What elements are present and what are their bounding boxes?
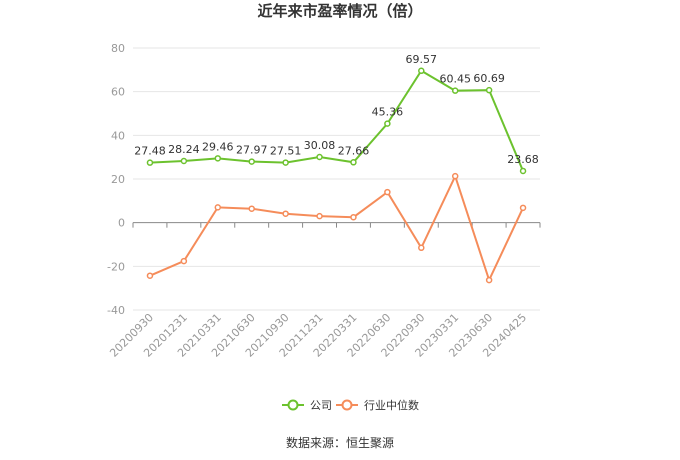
y-tick-label: 0 bbox=[118, 217, 125, 230]
data-point bbox=[316, 153, 323, 161]
legend[interactable]: 公司 行业中位数 bbox=[282, 398, 419, 412]
y-tick-label: -40 bbox=[107, 304, 125, 317]
data-point bbox=[485, 276, 493, 284]
data-label: 27.48 bbox=[134, 145, 166, 158]
data-label: 30.08 bbox=[304, 139, 336, 152]
legend-item-0[interactable]: 公司 bbox=[282, 399, 332, 412]
series-line-0 bbox=[149, 69, 524, 172]
data-point bbox=[214, 204, 222, 211]
data-point bbox=[451, 87, 459, 94]
data-point bbox=[282, 159, 289, 166]
data-source: 数据来源：恒生聚源 bbox=[286, 435, 394, 450]
y-tick-label: 20 bbox=[111, 173, 125, 186]
data-point bbox=[214, 155, 222, 162]
legend-label: 行业中位数 bbox=[364, 398, 419, 412]
data-point bbox=[350, 213, 357, 221]
data-label: 69.57 bbox=[406, 53, 438, 66]
data-point bbox=[180, 257, 188, 265]
data-point bbox=[146, 159, 154, 166]
legend-item-1[interactable]: 行业中位数 bbox=[336, 398, 419, 412]
data-point bbox=[451, 172, 459, 180]
data-point bbox=[350, 159, 357, 166]
data-label: 27.66 bbox=[338, 144, 370, 157]
data-point bbox=[282, 210, 289, 217]
data-label: 45.36 bbox=[372, 106, 404, 119]
y-tick-label: 80 bbox=[111, 42, 125, 55]
data-point bbox=[384, 188, 391, 196]
data-point bbox=[485, 86, 493, 94]
data-label: 60.69 bbox=[473, 72, 505, 85]
legend-label: 公司 bbox=[310, 399, 332, 412]
data-point bbox=[248, 205, 255, 212]
data-label: 60.45 bbox=[439, 73, 471, 86]
data-point bbox=[418, 67, 425, 75]
series-lines bbox=[146, 67, 527, 284]
data-label: 28.24 bbox=[168, 143, 200, 156]
data-labels: 27.48 28.24 29.46 27.97 27.51 30.08 27.66 45.36… bbox=[134, 53, 539, 166]
data-point bbox=[180, 157, 188, 165]
data-label: 27.51 bbox=[270, 145, 302, 158]
data-label: 23.68 bbox=[507, 153, 539, 166]
y-tick-label: 40 bbox=[111, 129, 125, 142]
data-point bbox=[248, 158, 255, 165]
data-point bbox=[519, 204, 527, 212]
legend-swatch-marker bbox=[287, 399, 299, 411]
data-label: 29.46 bbox=[202, 140, 234, 153]
series-line-1 bbox=[149, 173, 524, 283]
legend-swatch-marker bbox=[341, 399, 353, 411]
y-tick-label: 60 bbox=[111, 86, 125, 99]
data-label: 27.97 bbox=[236, 144, 268, 157]
data-point bbox=[519, 167, 527, 175]
grid-lines bbox=[133, 47, 540, 311]
y-tick-label: -20 bbox=[107, 260, 125, 273]
data-point bbox=[384, 120, 391, 127]
chart-title: 近年来市盈率情况（倍） bbox=[257, 2, 422, 20]
data-point bbox=[418, 244, 425, 252]
data-point bbox=[146, 272, 154, 279]
data-point bbox=[316, 212, 323, 220]
